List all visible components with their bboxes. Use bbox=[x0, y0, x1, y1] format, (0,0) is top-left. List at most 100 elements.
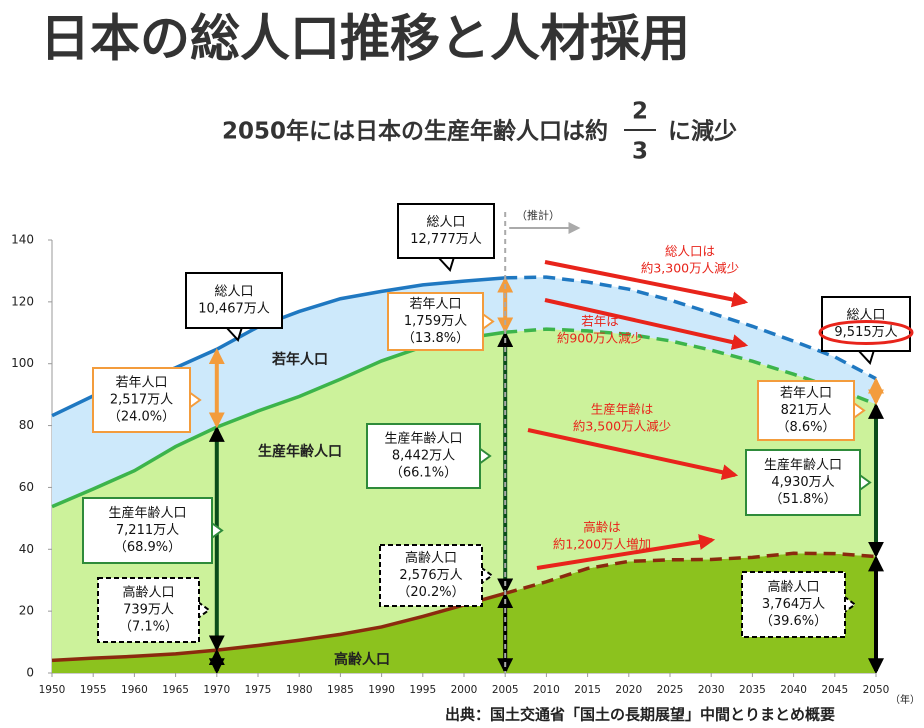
callout-text: （24.0%） bbox=[108, 410, 175, 425]
callout-text: 若年人口 bbox=[115, 375, 167, 391]
callout-text: 3,764万人 bbox=[762, 597, 825, 612]
callout-text: （8.6%） bbox=[776, 420, 835, 435]
callout-text: （51.8%） bbox=[769, 492, 836, 507]
trend-note: 約900万人減少 bbox=[557, 331, 643, 346]
area-fill bbox=[52, 277, 876, 507]
trend-note: 約3,300万人減少 bbox=[641, 261, 739, 276]
callout-box bbox=[366, 423, 481, 489]
y-tick-label: 20 bbox=[19, 604, 34, 618]
callout-text: 生産年齢人口 bbox=[384, 431, 462, 447]
x-tick-label: 2035 bbox=[739, 684, 766, 696]
series-line bbox=[51, 591, 506, 663]
callout-text: 高齢人口 bbox=[405, 550, 457, 566]
x-tick-label: 1985 bbox=[327, 684, 354, 696]
trend-note: 約1,200万人増加 bbox=[553, 537, 651, 552]
trend-note: 高齢は bbox=[583, 520, 621, 535]
x-tick-label: 1970 bbox=[203, 684, 230, 696]
source: 出典：国土交通省「国土の長期展望」中間とりまとめ概要 bbox=[445, 706, 835, 724]
x-tick-label: 1960 bbox=[121, 684, 148, 696]
x-tick-label: 2030 bbox=[698, 684, 725, 696]
callout-box bbox=[97, 577, 200, 643]
callout-text: （68.9%） bbox=[114, 540, 181, 555]
callout-pointer bbox=[188, 391, 202, 409]
callout-text: （39.6%） bbox=[760, 614, 827, 629]
x-tick-label: 1955 bbox=[80, 684, 107, 696]
y-tick-label: 40 bbox=[19, 542, 34, 556]
callout-pointer bbox=[210, 521, 224, 540]
area-label: 高齢人口 bbox=[334, 651, 390, 668]
trend-note: 総人口は bbox=[665, 244, 715, 259]
callout-text: （20.2%） bbox=[397, 585, 464, 600]
fraction-denominator: 3 bbox=[632, 139, 648, 165]
callout-text: 739万人 bbox=[123, 603, 174, 618]
callout-pointer bbox=[437, 256, 455, 272]
area-label: 若年人口 bbox=[271, 351, 328, 368]
x-tick-label: 2005 bbox=[492, 684, 519, 696]
callout-text: 2,576万人 bbox=[399, 568, 462, 583]
projection-label: （推計） bbox=[516, 208, 560, 222]
y-tick-label: 60 bbox=[19, 480, 34, 494]
trend-note: 若年は bbox=[581, 314, 619, 329]
callout-box bbox=[379, 544, 483, 607]
trend-arrow bbox=[544, 298, 749, 350]
x-tick-label: 2020 bbox=[615, 684, 642, 696]
callout-text: 821万人 bbox=[781, 403, 832, 418]
callout-pointer bbox=[858, 473, 872, 492]
y-tick-label: 0 bbox=[26, 666, 34, 680]
callout-pointer bbox=[478, 447, 492, 465]
callout-text: 若年人口 bbox=[780, 385, 832, 401]
callout-box bbox=[92, 367, 191, 433]
callout-text: （66.1%） bbox=[390, 466, 457, 481]
callout-text: 8,442万人 bbox=[392, 449, 455, 464]
trend-arrow bbox=[536, 534, 716, 570]
y-tick-label: 100 bbox=[11, 356, 34, 370]
series-line bbox=[505, 275, 877, 381]
x-tick-label: 2050 bbox=[863, 684, 890, 696]
area-fill bbox=[52, 553, 876, 673]
callout-box bbox=[185, 272, 283, 329]
callout-box bbox=[741, 571, 846, 638]
callout-text: 2,517万人 bbox=[110, 393, 173, 408]
callout-text: 高齢人口 bbox=[767, 579, 819, 595]
callout-pointer bbox=[481, 312, 495, 331]
callout-pointer bbox=[852, 401, 866, 420]
callout-text: 総人口 bbox=[426, 215, 465, 230]
x-tick-label: 1950 bbox=[39, 684, 66, 696]
callout-box bbox=[757, 380, 855, 441]
callout-box bbox=[397, 203, 495, 259]
trend-note: 約3,500万人減少 bbox=[573, 419, 671, 434]
page-title: 日本の総人口推移と人材採用 bbox=[40, 10, 690, 68]
area-label: 生産年齢人口 bbox=[258, 443, 342, 460]
callout-text: 12,777万人 bbox=[410, 232, 482, 247]
callout-text: 高齢人口 bbox=[122, 585, 174, 601]
callout-box bbox=[82, 497, 213, 564]
callout-text: 7,211万人 bbox=[116, 523, 179, 538]
y-tick-label: 140 bbox=[11, 233, 34, 247]
callout-text: 総人口 bbox=[214, 285, 253, 300]
callout-text: 生産年齢人口 bbox=[764, 457, 842, 473]
series-line bbox=[504, 551, 877, 596]
callout-text: （7.1%） bbox=[119, 620, 178, 635]
x-tick-label: 1990 bbox=[368, 684, 395, 696]
x-tick-label: 2000 bbox=[451, 684, 478, 696]
callout-text: 1,759万人 bbox=[404, 314, 467, 329]
trend-arrow bbox=[544, 260, 749, 308]
y-tick-label: 80 bbox=[19, 418, 34, 432]
x-tick-label: 2040 bbox=[780, 684, 807, 696]
callout-pointer bbox=[857, 349, 875, 365]
callout-pointer bbox=[197, 601, 211, 619]
trend-arrow bbox=[527, 428, 739, 481]
x-tick-label: 2010 bbox=[533, 684, 560, 696]
x-tick-label: 1965 bbox=[162, 684, 189, 696]
subtitle: 2050年には日本の生産年齢人口は約 bbox=[222, 118, 608, 145]
x-tick-label: 2025 bbox=[657, 684, 684, 696]
x-tick-label: 1980 bbox=[286, 684, 313, 696]
callout-box bbox=[745, 449, 861, 516]
subtitle-suffix: に減少 bbox=[668, 119, 737, 145]
callout-text: 9,515万人 bbox=[834, 325, 897, 340]
y-tick-label: 120 bbox=[11, 294, 34, 308]
callout-text: 4,930万人 bbox=[771, 475, 834, 490]
callout-pointer bbox=[843, 595, 857, 614]
